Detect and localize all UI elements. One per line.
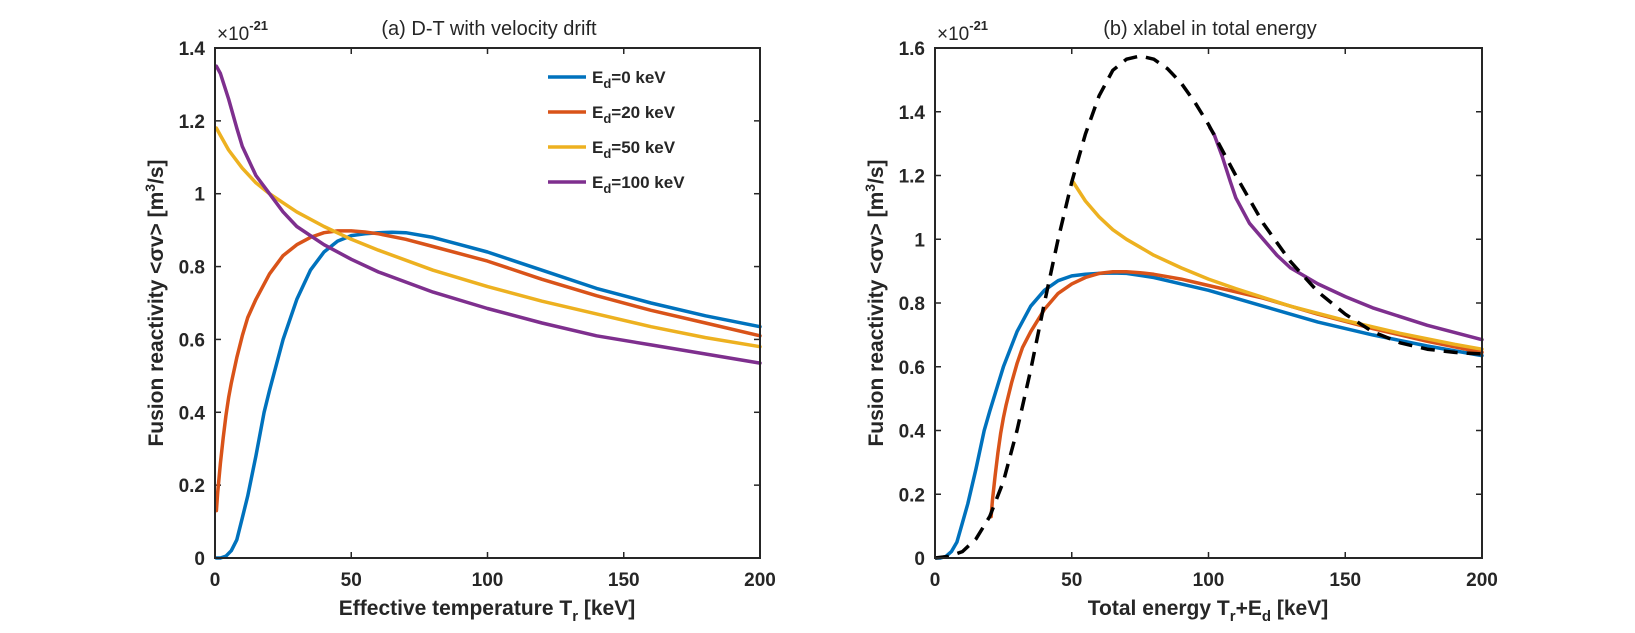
panel-b-xtick-label: 100 bbox=[1193, 570, 1225, 591]
panel-b-xtick-label: 150 bbox=[1329, 570, 1361, 591]
panel-b-exponent-power: -21 bbox=[969, 18, 988, 33]
panel-a: (a) D-T with velocity drift ×10-21 0 50 10… bbox=[142, 18, 776, 625]
panel-b-xlabel: Total energy Tr+Ed [keV] bbox=[1088, 597, 1328, 625]
panel-b-series-ed-20-kev bbox=[989, 270, 1484, 519]
panel-a-xtick-label: 0 bbox=[210, 570, 221, 591]
panel-a-title: (a) D-T with velocity drift bbox=[381, 18, 597, 40]
panel-b-series-ed-100-kev bbox=[1208, 125, 1484, 342]
panel-b-ytick-label: 1.2 bbox=[899, 167, 925, 188]
panel-a-xtick-label: 200 bbox=[744, 570, 776, 591]
panel-b-axes-box bbox=[934, 47, 1483, 559]
panel-a-ytick-label: 0.8 bbox=[179, 258, 205, 279]
panel-a-xtick-label: 50 bbox=[341, 570, 362, 591]
panel-a-ytick-label: 0.4 bbox=[179, 403, 206, 424]
panel-b-series-ed-t-peak-envelope bbox=[934, 54, 1483, 560]
panel-a-axes-box bbox=[214, 47, 761, 559]
panel-a-xlabel: Effective temperature Tr [keV] bbox=[339, 597, 635, 625]
panel-b-ticks: 0 50 100 150 200 0 0.2 0.4 0.6 0.8 1 1.2 1.4 1.6 bbox=[899, 39, 1498, 591]
panel-a-series bbox=[214, 64, 762, 560]
legend-label-ed50: Ed=50 keV bbox=[592, 138, 676, 161]
panel-a-series-ed-50-kev bbox=[214, 126, 762, 349]
panel-b-exponent-base: ×10 bbox=[937, 24, 969, 45]
panel-b-ytick-label: 0 bbox=[914, 549, 925, 570]
panel-b-xtick-label: 0 bbox=[930, 570, 941, 591]
panel-b-ylabel: Fusion reactivity <σv> [m3/s] bbox=[862, 159, 888, 446]
panel-a-series-ed-100-kev bbox=[214, 64, 762, 365]
panel-b-series-ed-50-kev bbox=[1071, 180, 1484, 351]
panel-b-xtick-label: 200 bbox=[1466, 570, 1498, 591]
panel-a-ylabel: Fusion reactivity <σv> [m3/s] bbox=[142, 159, 168, 446]
panel-b-ytick-label: 0.4 bbox=[899, 422, 926, 443]
panel-a-exponent: ×10-21 bbox=[217, 18, 268, 45]
panel-a-xtick-label: 150 bbox=[608, 570, 640, 591]
panel-a-xtick-label: 100 bbox=[472, 570, 504, 591]
legend-label-ed100: Ed=100 keV bbox=[592, 173, 685, 196]
panel-a-ytick-label: 1.4 bbox=[179, 39, 206, 60]
panel-b: (b) xlabel in total energy ×10-21 0 50 100… bbox=[862, 18, 1498, 625]
panel-b-title: (b) xlabel in total energy bbox=[1103, 18, 1316, 40]
panel-a-ytick-label: 0 bbox=[194, 549, 205, 570]
panel-a-legend: Ed=0 keV Ed=20 keV Ed=50 keV Ed=100 keV bbox=[548, 68, 685, 196]
panel-b-xtick-label: 50 bbox=[1061, 570, 1082, 591]
panel-b-series bbox=[934, 54, 1484, 560]
panel-a-ytick-label: 1 bbox=[194, 185, 205, 206]
panel-a-ytick-label: 1.2 bbox=[179, 112, 205, 133]
panel-a-series-ed-20-kev bbox=[214, 229, 762, 513]
legend-label-ed20: Ed=20 keV bbox=[592, 103, 676, 126]
legend-label-ed0: Ed=0 keV bbox=[592, 68, 666, 91]
panel-a-exponent-power: -21 bbox=[249, 18, 268, 33]
panel-b-ytick-label: 0.2 bbox=[899, 485, 925, 506]
panel-a-ytick-label: 0.2 bbox=[179, 476, 205, 497]
panel-b-ytick-label: 1 bbox=[914, 230, 925, 251]
panel-b-series-ed-0-kev bbox=[934, 271, 1484, 560]
panel-b-ytick-label: 1.6 bbox=[899, 39, 925, 60]
panel-b-ytick-label: 1.4 bbox=[899, 103, 926, 124]
panel-b-ytick-label: 0.6 bbox=[899, 358, 925, 379]
panel-a-ytick-label: 0.6 bbox=[179, 330, 205, 351]
panel-b-exponent: ×10-21 bbox=[937, 18, 988, 45]
panel-b-ytick-label: 0.8 bbox=[899, 294, 925, 315]
panel-a-exponent-base: ×10 bbox=[217, 24, 249, 45]
